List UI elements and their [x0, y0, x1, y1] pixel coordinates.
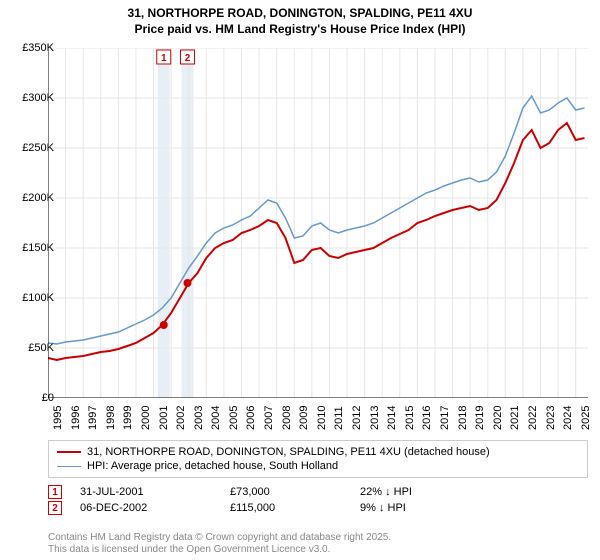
y-tick-label: £200K	[22, 192, 54, 204]
x-tick-label: 2008	[281, 406, 293, 430]
y-tick-label: £300K	[22, 92, 54, 104]
x-tick-label: 2005	[228, 406, 240, 430]
marker-row: 2 06-DEC-2002£115,0009% ↓ HPI	[48, 500, 480, 516]
footer-line-1: Contains HM Land Registry data © Crown c…	[48, 532, 391, 544]
x-tick-label: 2014	[386, 406, 398, 430]
x-tick-label: 2020	[492, 406, 504, 430]
footer: Contains HM Land Registry data © Crown c…	[48, 532, 391, 556]
marker-price: £115,000	[230, 502, 360, 514]
x-tick-label: 2012	[351, 406, 363, 430]
chart-container: { "title": { "line1": "31, NORTHORPE ROA…	[0, 0, 600, 560]
x-tick-label: 2022	[527, 406, 539, 430]
x-tick-label: 2019	[474, 406, 486, 430]
x-tick-label: 2013	[369, 406, 381, 430]
x-tick-label: 2024	[562, 406, 574, 430]
legend-label-hpi: HPI: Average price, detached house, Sout…	[87, 460, 338, 472]
legend-swatch-hpi	[57, 466, 81, 467]
x-tick-label: 2018	[457, 406, 469, 430]
marker-row: 1 31-JUL-2001£73,00022% ↓ HPI	[48, 484, 480, 500]
x-tick-label: 2003	[193, 406, 205, 430]
x-tick-label: 2007	[263, 406, 275, 430]
legend-row-property: 31, NORTHORPE ROAD, DONINGTON, SPALDING,…	[57, 445, 579, 459]
x-tick-label: 1995	[52, 406, 64, 430]
x-tick-label: 1998	[105, 406, 117, 430]
x-tick-label: 2016	[421, 406, 433, 430]
chart-svg: 12	[48, 48, 588, 398]
y-tick-label: £100K	[22, 292, 54, 304]
x-tick-label: 2017	[439, 406, 451, 430]
title-line-2: Price paid vs. HM Land Registry's House …	[0, 22, 600, 38]
footer-line-2: This data is licensed under the Open Gov…	[48, 544, 391, 556]
x-tick-label: 2021	[509, 406, 521, 430]
marker-price: £73,000	[230, 486, 360, 498]
legend-label-property: 31, NORTHORPE ROAD, DONINGTON, SPALDING,…	[87, 446, 490, 458]
x-tick-label: 2015	[404, 406, 416, 430]
marker-badge: 1	[48, 485, 62, 499]
x-tick-label: 2010	[316, 406, 328, 430]
svg-text:2: 2	[185, 53, 191, 64]
x-tick-label: 2023	[545, 406, 557, 430]
y-tick-label: £350K	[22, 42, 54, 54]
marker-date: 06-DEC-2002	[80, 502, 230, 514]
x-tick-label: 2000	[140, 406, 152, 430]
marker-delta: 22% ↓ HPI	[360, 486, 480, 498]
y-tick-label: £250K	[22, 142, 54, 154]
marker-date: 31-JUL-2001	[80, 486, 230, 498]
y-tick-label: £50K	[28, 342, 54, 354]
marker-table: 1 31-JUL-2001£73,00022% ↓ HPI 2 06-DEC-2002…	[48, 484, 480, 516]
x-tick-label: 2001	[158, 406, 170, 430]
x-tick-label: 1999	[122, 406, 134, 430]
chart-title: 31, NORTHORPE ROAD, DONINGTON, SPALDING,…	[0, 0, 600, 37]
marker-badge: 2	[48, 501, 62, 515]
x-tick-label: 2006	[245, 406, 257, 430]
x-tick-label: 2004	[210, 406, 222, 430]
plot-area: 12	[48, 48, 588, 398]
x-tick-label: 2009	[298, 406, 310, 430]
legend: 31, NORTHORPE ROAD, DONINGTON, SPALDING,…	[48, 440, 588, 478]
x-tick-label: 1996	[70, 406, 82, 430]
y-tick-label: £150K	[22, 242, 54, 254]
legend-row-hpi: HPI: Average price, detached house, Sout…	[57, 459, 579, 473]
title-line-1: 31, NORTHORPE ROAD, DONINGTON, SPALDING,…	[0, 6, 600, 22]
svg-text:1: 1	[161, 53, 167, 64]
legend-swatch-property	[57, 451, 81, 453]
y-tick-label: £0	[42, 392, 54, 404]
x-tick-label: 2025	[580, 406, 592, 430]
marker-delta: 9% ↓ HPI	[360, 502, 480, 514]
x-tick-label: 1997	[87, 406, 99, 430]
x-tick-label: 2011	[333, 406, 345, 430]
x-tick-label: 2002	[175, 406, 187, 430]
